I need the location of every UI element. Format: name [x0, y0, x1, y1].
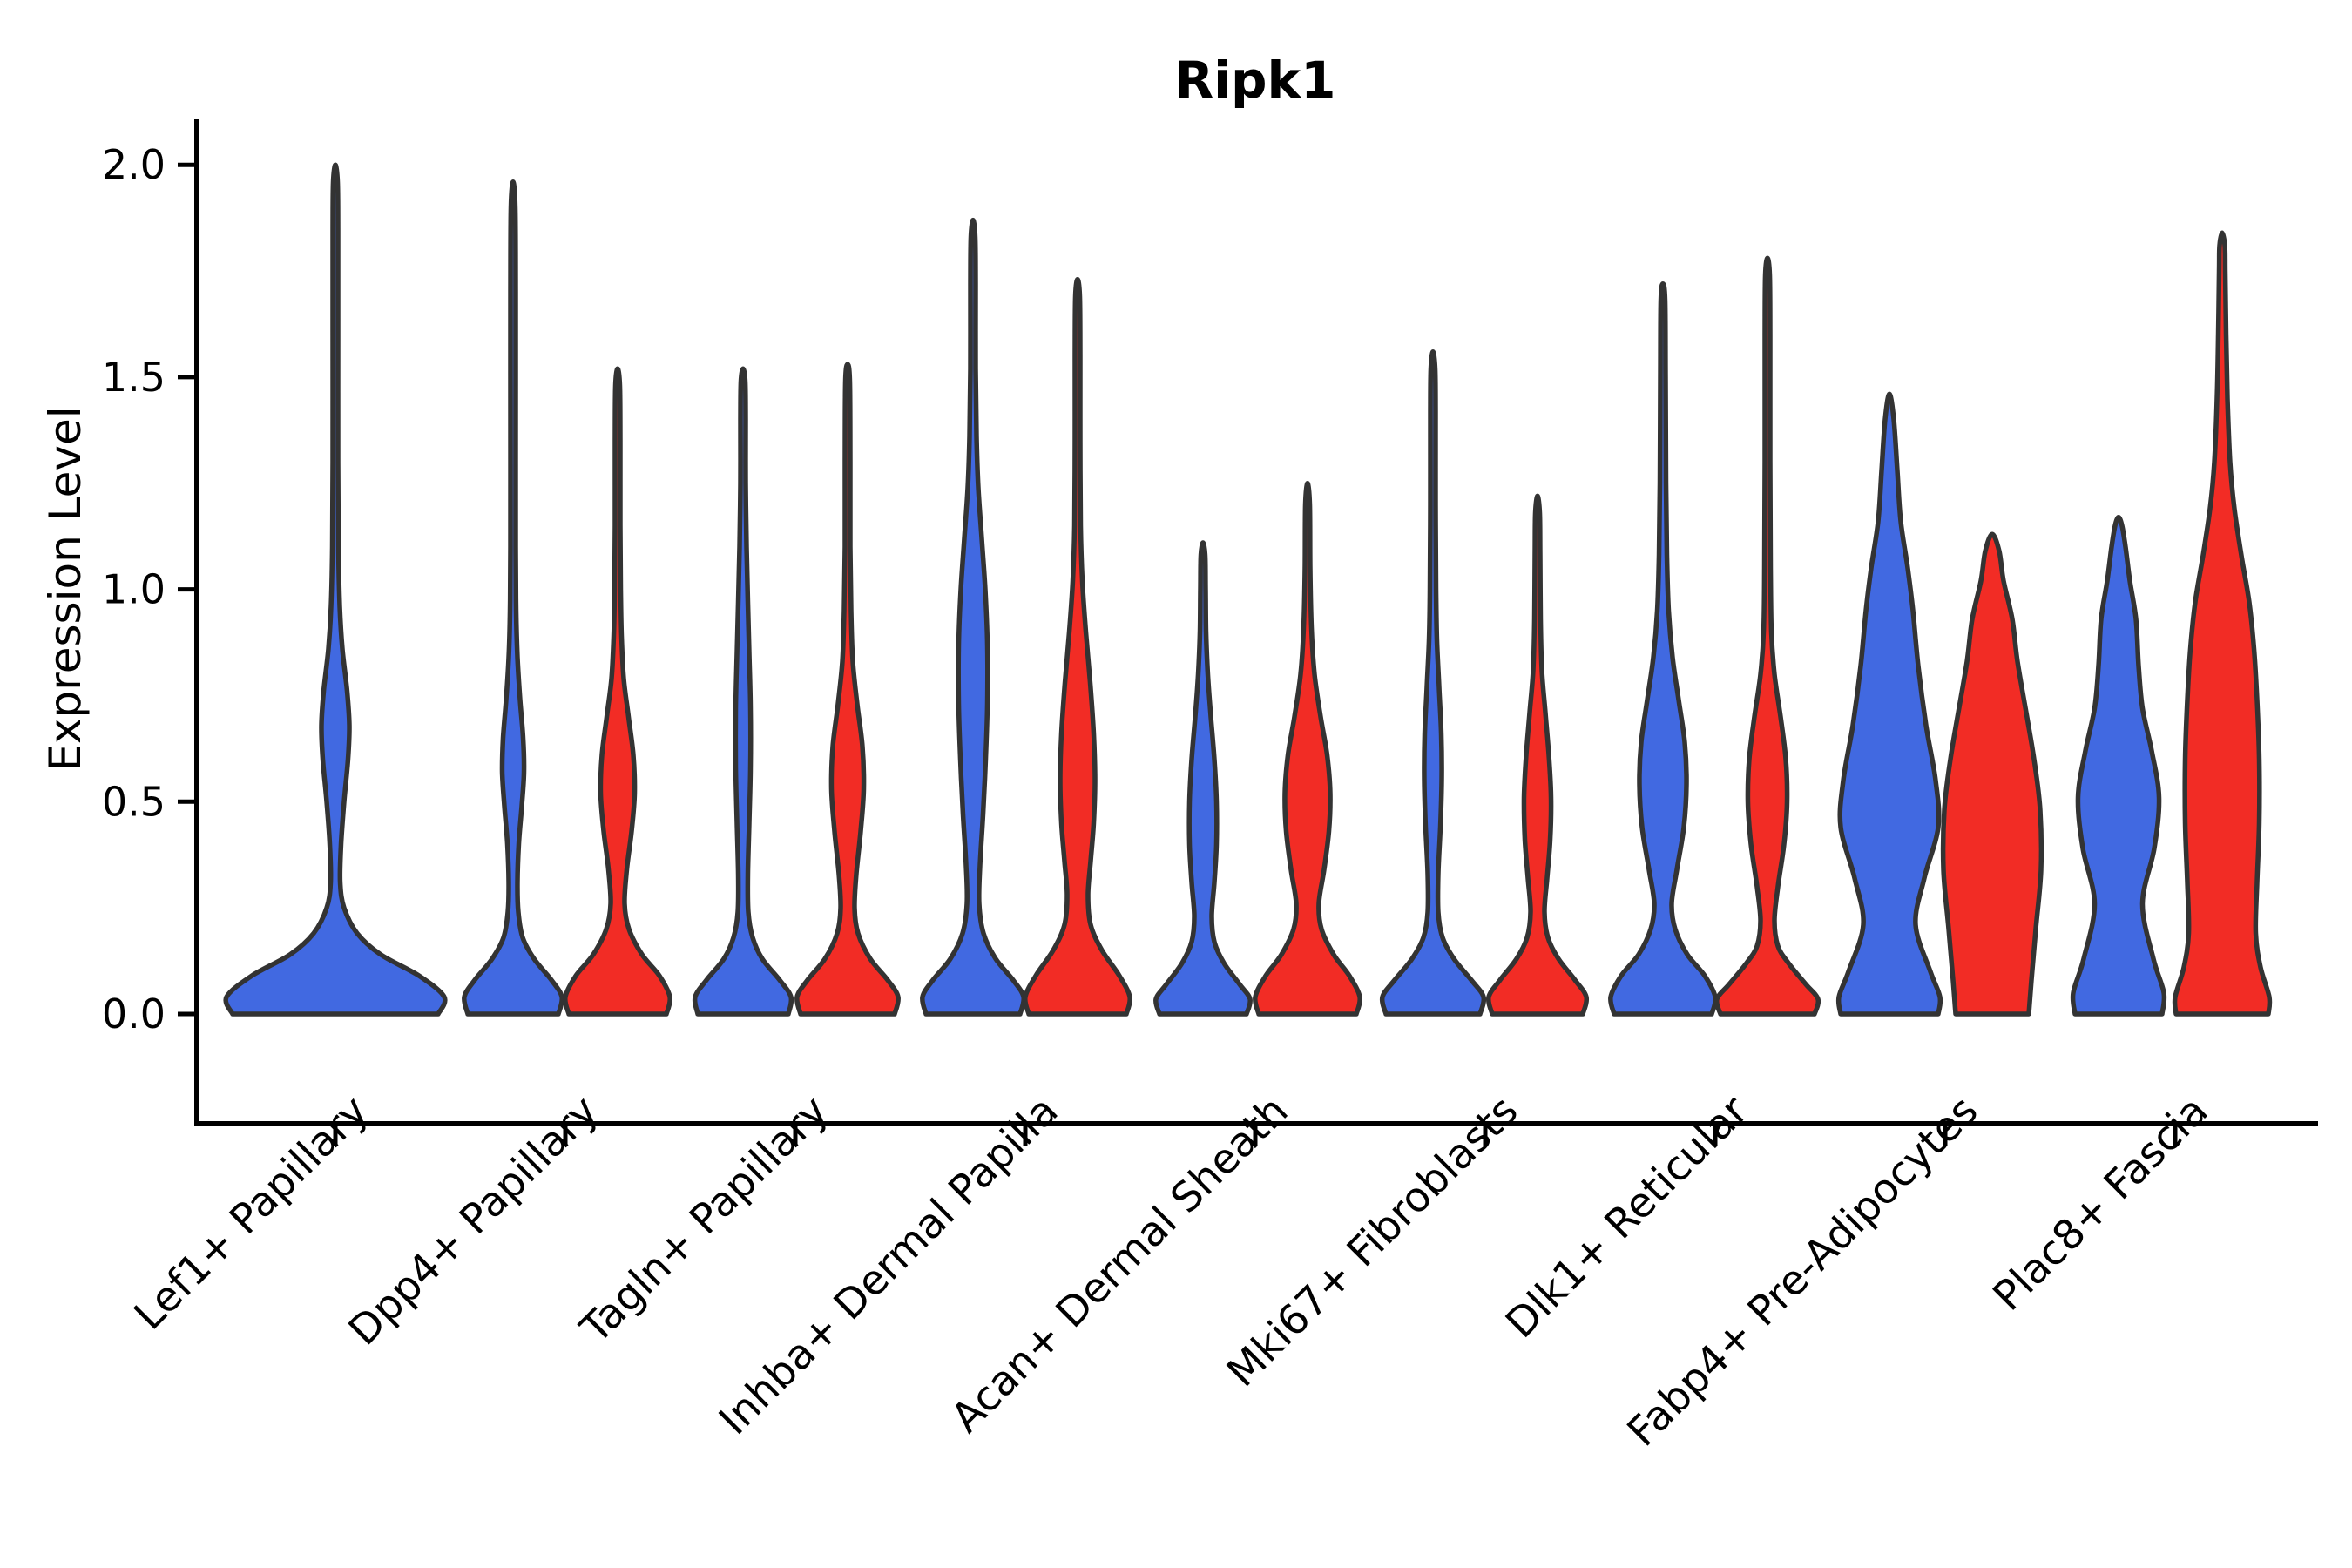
y-tick-label: 0.5 — [102, 778, 166, 825]
violin-tagln-red — [794, 362, 901, 1017]
y-tick-label: 2.0 — [102, 141, 166, 188]
violin-plac8-blue — [2070, 514, 2167, 1017]
violin-fabp4-red — [1940, 531, 2044, 1017]
y-tick-label: 0.0 — [102, 990, 166, 1037]
violin-dlk1-red — [1713, 255, 1821, 1017]
violin-inhba-blue — [920, 217, 1026, 1017]
violin-mki67-blue — [1379, 348, 1487, 1017]
violin-dpp4-blue — [462, 179, 564, 1017]
violin-plac8-red — [2172, 230, 2273, 1017]
violin-mki67-red — [1485, 493, 1590, 1017]
y-tick-group: 0.0 0.5 1.0 1.5 2.0 — [102, 141, 197, 1037]
y-tick-label: 1.0 — [102, 566, 166, 613]
violin-group — [223, 162, 2273, 1017]
y-axis-title: Expression Level — [40, 406, 91, 771]
violin-acan-blue — [1153, 540, 1253, 1017]
chart-title: Ripk1 — [1175, 51, 1336, 110]
violin-inhba-red — [1023, 277, 1132, 1017]
violin-dlk1-blue — [1608, 280, 1718, 1017]
violin-tagln-blue — [692, 366, 794, 1017]
x-tick-label-dpp4-papillary: Dpp4+ Papillary — [340, 1087, 608, 1355]
y-tick-label: 1.5 — [102, 354, 166, 401]
x-tick-label-tagln-papillary: Tagln+ Papillary — [571, 1087, 838, 1354]
violin-lef1-blue — [223, 162, 448, 1017]
violin-fabp4-blue — [1835, 391, 1943, 1017]
violin-dpp4-red — [563, 366, 672, 1017]
violin-acan-red — [1253, 481, 1362, 1017]
